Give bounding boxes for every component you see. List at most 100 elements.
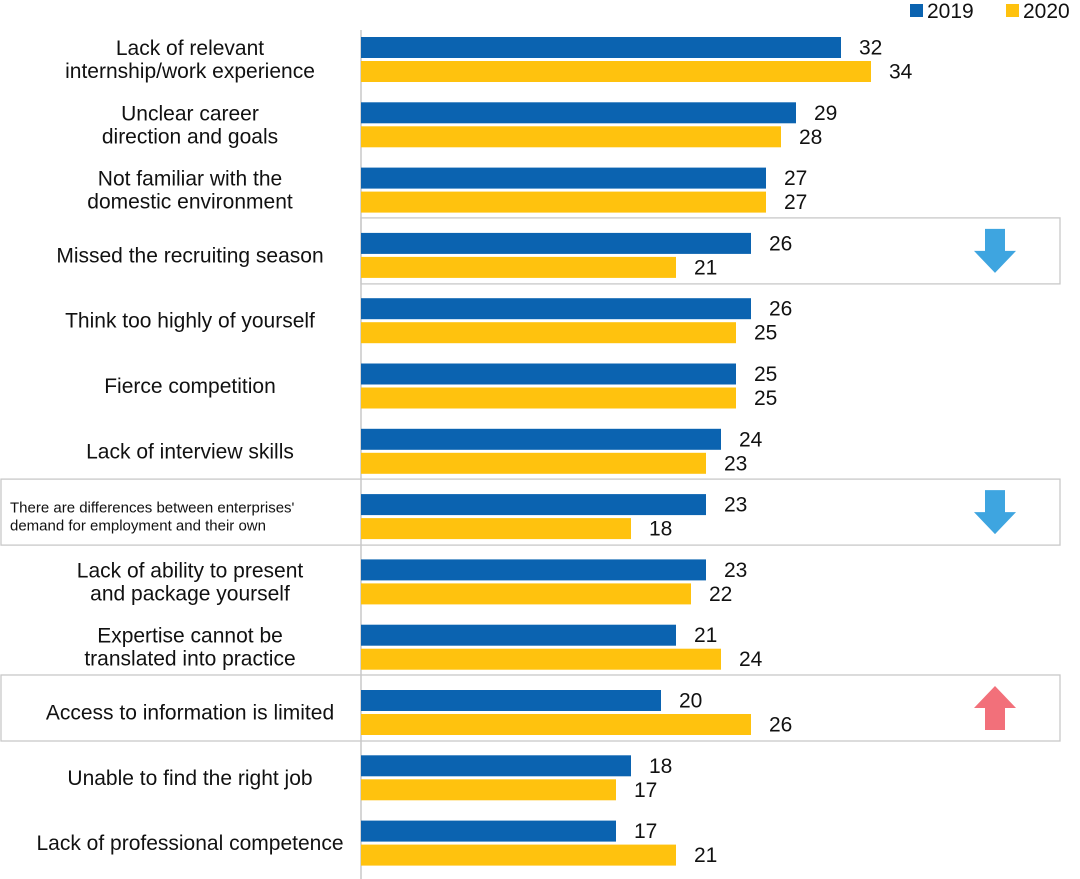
category-label-line: Expertise cannot be (97, 625, 283, 648)
category-label-line: direction and goals (102, 125, 278, 148)
category-label-line: Lack of ability to present (77, 559, 304, 582)
value-label: 18 (649, 518, 672, 541)
value-label: 26 (769, 714, 792, 737)
bar-2020 (361, 779, 616, 801)
value-label: 17 (634, 779, 657, 802)
bar-2019 (361, 494, 706, 516)
category-label: Not familiar with the domestic environmen… (87, 168, 293, 214)
bar-2020 (361, 844, 676, 866)
value-label: 21 (694, 624, 717, 647)
bar-2020 (361, 452, 706, 474)
category-label: Lack of relevant internship/work experien… (65, 37, 315, 83)
category-label-line: internship/work experience (65, 60, 315, 83)
value-label: 26 (769, 232, 792, 255)
value-labels: 3234292827272621262525252423231823222124… (634, 37, 913, 868)
category-label: Unable to find the right job (67, 767, 312, 790)
value-label: 20 (679, 690, 702, 713)
category-label-line: demand for employment and their own (10, 518, 266, 535)
bar-2019 (361, 167, 766, 189)
category-label-line: Lack of relevant (116, 37, 264, 60)
bar-2020 (361, 387, 736, 409)
highlight-box (0, 674, 1061, 742)
value-label: 21 (694, 844, 717, 867)
bar-2020 (361, 714, 751, 735)
down-arrow-icon (974, 490, 1016, 535)
value-label: 21 (694, 256, 717, 279)
bar-2019 (361, 820, 616, 842)
value-label: 23 (724, 494, 747, 517)
legend-label-2020: 2020 (1023, 0, 1070, 23)
legend: 2019 2020 (910, 0, 1070, 23)
category-label-line: Not familiar with the (98, 168, 282, 191)
bar-2019 (361, 232, 751, 254)
category-label-line: Access to information is limited (46, 702, 334, 725)
category-label-line: Think too highly of yourself (65, 310, 315, 333)
bar-2020 (361, 583, 691, 605)
highlight-boxes (0, 217, 1061, 742)
bar-2020 (361, 648, 721, 670)
value-label: 22 (709, 583, 732, 606)
value-label: 25 (754, 387, 777, 410)
category-label: Lack of professional competence (36, 832, 343, 855)
category-label-line: Unable to find the right job (67, 767, 312, 790)
value-label: 27 (784, 167, 807, 190)
value-label: 23 (724, 452, 747, 475)
value-label: 24 (739, 428, 763, 451)
value-label: 25 (754, 322, 777, 345)
category-labels: Lack of relevant internship/work experien… (10, 37, 344, 855)
value-label: 17 (634, 820, 657, 843)
legend-swatch-2019 (910, 4, 923, 17)
bar-2019 (361, 37, 841, 58)
bar-2020 (361, 518, 631, 540)
value-label: 18 (649, 755, 672, 778)
bar-2020 (361, 191, 766, 213)
bar-2019 (361, 428, 721, 450)
trend-icons (974, 228, 1016, 730)
value-label: 24 (739, 648, 763, 671)
bar-2019 (361, 624, 676, 646)
category-label-line: Unclear career (121, 102, 259, 125)
value-label: 26 (769, 298, 792, 321)
bar-2019 (361, 363, 736, 385)
highlight-box (0, 478, 1061, 546)
value-label: 32 (859, 37, 882, 60)
category-label: Fierce competition (104, 375, 276, 398)
legend-label-2019: 2019 (927, 0, 974, 23)
category-label: Unclear career direction and goals (102, 102, 278, 148)
category-label: Expertise cannot be translated into pract… (84, 625, 295, 671)
bar-2020 (361, 61, 871, 82)
bar-2019 (361, 559, 706, 581)
bar-2019 (361, 298, 751, 320)
category-label: Think too highly of yourself (65, 310, 315, 333)
bars (361, 37, 871, 866)
category-label: Access to information is limited (46, 702, 334, 725)
value-label: 23 (724, 559, 747, 582)
value-label: 25 (754, 363, 777, 386)
category-label: Lack of interview skills (86, 440, 294, 463)
category-label-line: Fierce competition (104, 375, 276, 398)
bar-2020 (361, 126, 781, 148)
category-label-line: and package yourself (90, 582, 290, 605)
category-label-line: translated into practice (84, 648, 295, 671)
legend-swatch-2020 (1006, 4, 1019, 17)
bar-2019 (361, 755, 631, 777)
category-label-line: There are differences between enterprise… (10, 500, 295, 517)
category-label: Missed the recruiting season (56, 244, 323, 267)
category-label: Lack of ability to present and package yo… (77, 559, 304, 605)
down-arrow-icon (974, 228, 1016, 273)
category-label-line: Missed the recruiting season (56, 244, 323, 267)
bar-2020 (361, 256, 676, 278)
category-label-line: Lack of interview skills (86, 440, 294, 463)
bar-2020 (361, 322, 736, 344)
category-label: There are differences between enterprise… (10, 500, 295, 535)
value-label: 27 (784, 191, 807, 214)
value-label: 29 (814, 102, 837, 125)
category-label-line: Lack of professional competence (36, 832, 343, 855)
bar-2019 (361, 102, 796, 124)
up-arrow-icon (974, 686, 1016, 730)
value-label: 34 (889, 61, 913, 84)
bar-2019 (361, 690, 661, 711)
value-label: 28 (799, 126, 822, 149)
category-label-line: domestic environment (87, 191, 293, 214)
